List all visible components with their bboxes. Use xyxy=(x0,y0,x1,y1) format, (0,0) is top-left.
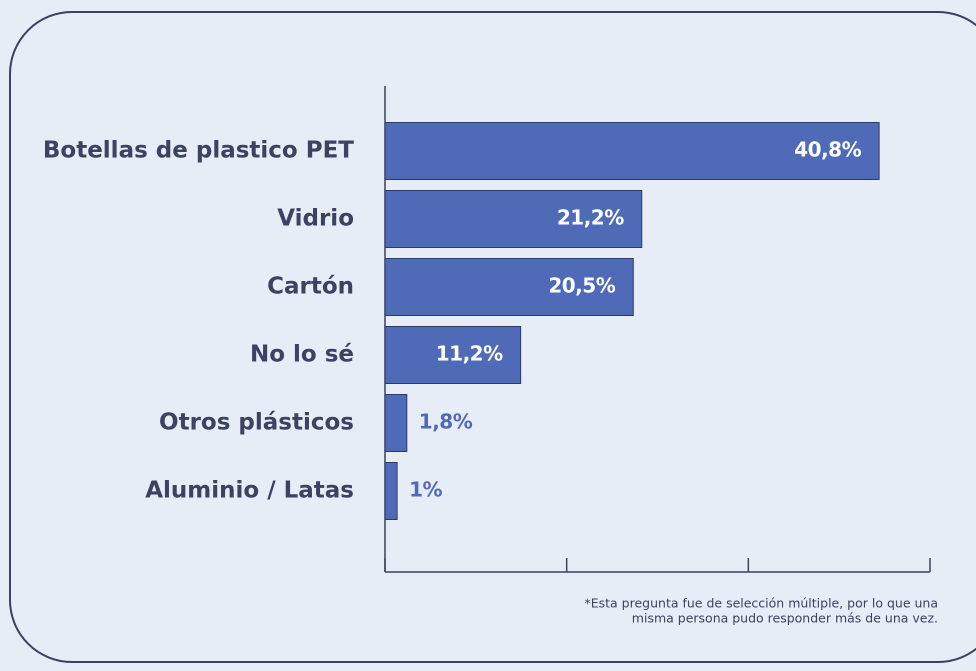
bar xyxy=(384,258,634,316)
bar xyxy=(384,190,643,248)
category-label: No lo sé xyxy=(250,342,354,368)
bar xyxy=(384,326,522,384)
category-label: Otros plásticos xyxy=(159,410,354,436)
category-label: Vidrio xyxy=(277,206,354,232)
value-label: 1,8% xyxy=(419,410,473,434)
value-label: 11,2% xyxy=(436,342,503,366)
value-label: 40,8% xyxy=(794,138,861,162)
value-label: 20,5% xyxy=(548,274,615,298)
footnote: misma persona pudo responder más de una … xyxy=(632,611,938,626)
value-label: 1% xyxy=(409,478,442,502)
category-label: Aluminio / Latas xyxy=(145,478,354,504)
footnote: *Esta pregunta fue de selección múltiple… xyxy=(584,596,938,611)
value-label: 21,2% xyxy=(557,206,624,230)
category-label: Botellas de plastico PET xyxy=(43,138,354,164)
bar xyxy=(384,394,408,452)
bar xyxy=(384,122,880,180)
category-label: Cartón xyxy=(267,274,354,300)
bar xyxy=(384,462,398,520)
